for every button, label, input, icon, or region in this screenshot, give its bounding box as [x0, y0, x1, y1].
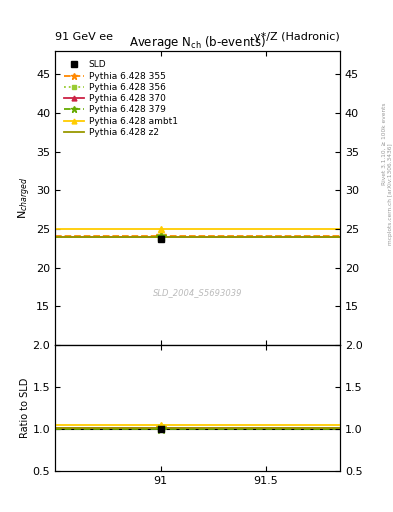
Text: SLD_2004_S5693039: SLD_2004_S5693039: [153, 288, 242, 296]
Text: γ*/Z (Hadronic): γ*/Z (Hadronic): [254, 32, 340, 42]
Legend: SLD, Pythia 6.428 355, Pythia 6.428 356, Pythia 6.428 370, Pythia 6.428 379, Pyt: SLD, Pythia 6.428 355, Pythia 6.428 356,…: [62, 59, 179, 139]
Y-axis label: Ratio to SLD: Ratio to SLD: [20, 378, 29, 438]
Y-axis label: N$_{charged}$: N$_{charged}$: [17, 177, 33, 219]
Text: 91 GeV ee: 91 GeV ee: [55, 32, 113, 42]
Text: Rivet 3.1.10, ≥ 100k events: Rivet 3.1.10, ≥ 100k events: [382, 102, 387, 185]
Text: mcplots.cern.ch [arXiv:1306.3436]: mcplots.cern.ch [arXiv:1306.3436]: [388, 144, 393, 245]
Title: Average N$_{\mathregular{ch}}$ (b-events): Average N$_{\mathregular{ch}}$ (b-events…: [129, 34, 266, 51]
